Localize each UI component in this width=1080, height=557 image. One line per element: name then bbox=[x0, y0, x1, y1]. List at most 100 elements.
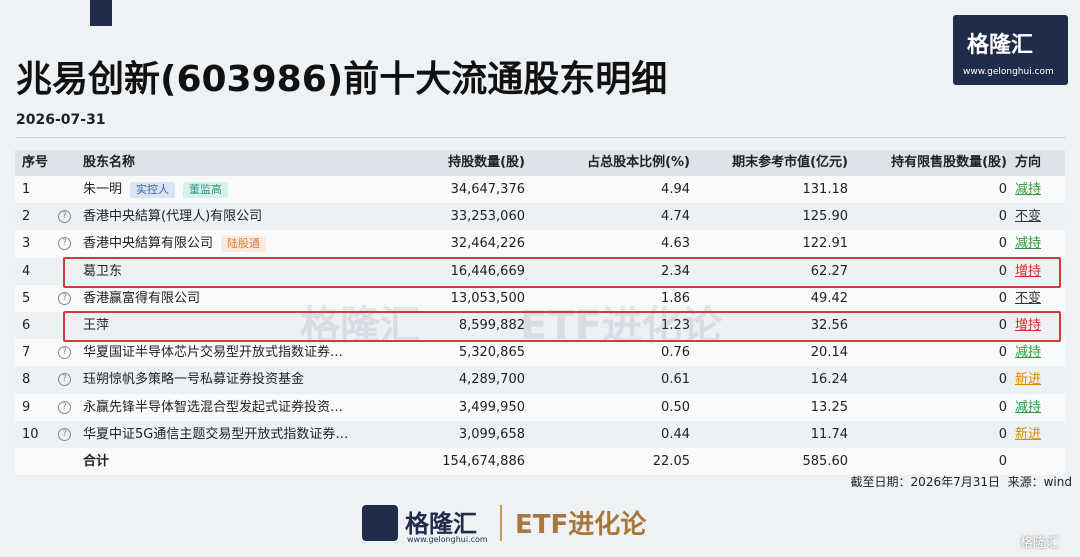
total-restricted: 0 bbox=[998, 454, 1007, 469]
table-row: 5 香港赢富得有限公司 13,053,500 1.86 49.42 0 不变? bbox=[15, 284, 1065, 312]
value-cell: 13.25 bbox=[810, 399, 848, 415]
direction-cell: 增持 bbox=[1015, 318, 1042, 333]
shares-cell: 33,253,060 bbox=[450, 209, 525, 225]
shares-cell: 8,599,882 bbox=[458, 318, 525, 333]
shareholder-name: 永赢先锋半导体智选混合型发起式证券投资… bbox=[83, 399, 344, 415]
shares-cell: 5,320,865 bbox=[458, 345, 525, 361]
shares-cell: 32,464,226 bbox=[450, 236, 525, 252]
divider bbox=[16, 137, 1066, 138]
shareholder-name: 葛卫东 bbox=[83, 263, 123, 279]
info-icon: ? bbox=[58, 237, 71, 251]
table-row: 2 香港中央結算(代理人)有限公司 33,253,060 4.74 125.90 0 不变? bbox=[15, 203, 1065, 231]
direction-cell: 减持 bbox=[1015, 345, 1042, 361]
direction-cell: 新进 bbox=[1015, 372, 1042, 388]
ratio-cell: 0.61 bbox=[661, 372, 690, 388]
index-cell: 7 bbox=[22, 345, 31, 361]
restricted-cell: 0 bbox=[998, 372, 1007, 388]
value-cell: 32.56 bbox=[810, 318, 848, 333]
table-row: 8 珏朔惊帆多策略一号私募证券投资基金 4,289,700 0.61 16.24 0 新进? bbox=[15, 366, 1065, 394]
column-header: 持股数量(股) bbox=[448, 155, 525, 170]
restricted-cell: 0 bbox=[998, 290, 1007, 306]
index-cell: 3 bbox=[22, 236, 31, 252]
index-cell: 4 bbox=[22, 263, 31, 279]
shares-cell: 16,446,669 bbox=[450, 263, 525, 279]
ratio-cell: 0.44 bbox=[661, 426, 690, 442]
value-cell: 122.91 bbox=[802, 236, 849, 252]
restricted-cell: 0 bbox=[998, 345, 1007, 361]
restricted-cell: 0 bbox=[998, 182, 1007, 197]
title: 兆易创新(603986)前十大流通股东明细 bbox=[16, 59, 668, 100]
direction-cell: 不变 bbox=[1015, 209, 1042, 225]
logo-name: 格隆汇 bbox=[967, 33, 1034, 58]
footer-separator bbox=[500, 505, 502, 541]
direction-cell: 新进 bbox=[1015, 426, 1042, 442]
tag: 实控人 bbox=[130, 181, 176, 198]
shares-cell: 13,053,500 bbox=[450, 290, 525, 306]
shares-cell: 3,499,950 bbox=[458, 399, 525, 415]
info-icon: ? bbox=[58, 373, 71, 387]
info-icon: ? bbox=[58, 210, 71, 224]
value-cell: 11.74 bbox=[810, 426, 848, 442]
logo-box: 格隆汇 www.gelonghui.com bbox=[953, 15, 1068, 85]
footer-note: 截至日期：2026年7月31日 来源：wind bbox=[850, 475, 1072, 489]
ratio-cell: 4.63 bbox=[661, 236, 690, 252]
table-row: 4 葛卫东 16,446,669 2.34 62.27 0 增持 bbox=[15, 257, 1065, 285]
value-cell: 20.14 bbox=[810, 345, 848, 361]
shareholder-name: 华夏中证5G通信主题交易型开放式指数证券… bbox=[83, 426, 349, 442]
index-cell: 10 bbox=[22, 426, 39, 442]
logo-url: www.gelonghui.com bbox=[963, 67, 1054, 77]
table-row: 7 华夏国证半导体芯片交易型开放式指数证券… 5,320,865 0.76 20.14 0… bbox=[15, 339, 1065, 367]
column-header: 序号 bbox=[22, 155, 49, 170]
table-row: 1 朱一明 实控人 董监高 34,647,376 4.94 131.18 0 减持 bbox=[15, 176, 1065, 204]
ratio-cell: 1.23 bbox=[661, 318, 690, 333]
ratio-cell: 4.74 bbox=[661, 209, 690, 225]
index-cell: 8 bbox=[22, 372, 31, 388]
restricted-cell: 0 bbox=[998, 236, 1007, 252]
value-cell: 16.24 bbox=[810, 372, 848, 388]
value-cell: 131.18 bbox=[802, 182, 849, 197]
ratio-cell: 0.50 bbox=[661, 399, 690, 415]
column-header: 持有限售股数量(股) bbox=[891, 155, 1007, 170]
ratio-cell: 4.94 bbox=[661, 182, 690, 197]
tag: 陆股通 bbox=[221, 235, 267, 252]
value-cell: 49.42 bbox=[810, 290, 848, 306]
highlight-box bbox=[63, 257, 1061, 288]
shareholder-name: 华夏国证半导体芯片交易型开放式指数证券… bbox=[83, 345, 344, 361]
shares-cell: 3,099,658 bbox=[458, 426, 525, 442]
shares-cell: 34,647,376 bbox=[450, 182, 525, 197]
total-value: 585.60 bbox=[802, 454, 849, 469]
index-cell: 2 bbox=[22, 209, 31, 225]
index-cell: 1 bbox=[22, 182, 31, 197]
total-label: 合计 bbox=[83, 454, 110, 469]
column-header: 方向 bbox=[1015, 155, 1042, 170]
shares-cell: 4,289,700 bbox=[458, 372, 525, 388]
direction-cell: 减持 bbox=[1015, 399, 1042, 415]
shareholder-name: 香港中央結算(代理人)有限公司 bbox=[83, 209, 263, 225]
total-shares: 154,674,886 bbox=[442, 454, 525, 469]
shareholder-name: 朱一明 实控人 董监高 bbox=[83, 176, 413, 203]
index-cell: 9 bbox=[22, 399, 31, 415]
info-icon: ? bbox=[58, 346, 71, 360]
footer-logo-name: 格隆汇 bbox=[405, 510, 477, 538]
tag: 董监高 bbox=[183, 181, 229, 198]
table-row: 10 华夏中证5G通信主题交易型开放式指数证券… 3,099,658 0.44 11.7… bbox=[15, 420, 1065, 448]
table-row: 9 永赢先锋半导体智选混合型发起式证券投资… 3,499,950 0.50 13.25 0… bbox=[15, 393, 1065, 421]
date: 2026-07-31 bbox=[16, 112, 106, 128]
direction-cell: 减持 bbox=[1015, 236, 1042, 252]
info-icon: ? bbox=[58, 291, 71, 305]
index-cell: 6 bbox=[22, 318, 31, 333]
direction-cell: 不变 bbox=[1015, 290, 1042, 306]
corner-watermark: 格隆汇 bbox=[1020, 536, 1060, 551]
shareholder-name: 香港中央結算有限公司 陆股通 bbox=[83, 230, 413, 257]
direction-cell: 增持 bbox=[1015, 263, 1042, 279]
highlight-box bbox=[63, 311, 1061, 342]
restricted-cell: 0 bbox=[998, 399, 1007, 415]
total-ratio: 22.05 bbox=[652, 454, 690, 469]
restricted-cell: 0 bbox=[998, 318, 1007, 333]
ratio-cell: 1.86 bbox=[661, 290, 690, 306]
table-row: 3 香港中央結算有限公司 陆股通 32,464,226 4.63 122.91 0 减持? bbox=[15, 230, 1065, 258]
table-row: 6 王萍 8,599,882 1.23 32.56 0 增持 bbox=[15, 312, 1065, 340]
index-cell: 5 bbox=[22, 290, 31, 306]
value-cell: 125.90 bbox=[802, 209, 849, 225]
